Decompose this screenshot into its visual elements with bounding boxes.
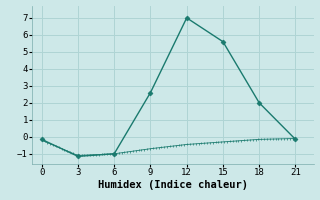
X-axis label: Humidex (Indice chaleur): Humidex (Indice chaleur) (98, 180, 248, 190)
